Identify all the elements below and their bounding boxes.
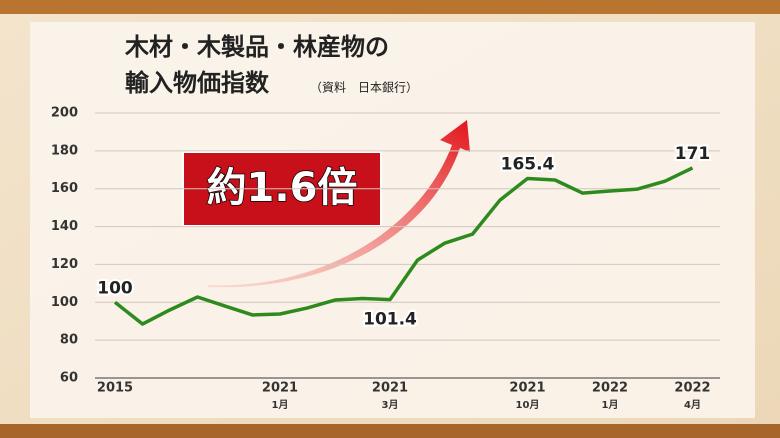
chart-title: 木材・木製品・林産物の	[124, 33, 389, 61]
annotation: 約1.6倍	[207, 165, 358, 211]
x-tick-label: 2021	[372, 381, 408, 396]
value-label: 165.4	[501, 154, 555, 174]
y-tick-label: 200	[51, 106, 78, 121]
panel	[30, 22, 755, 418]
value-label: 100	[97, 278, 133, 298]
plot: 60 80 100 120 140 160 180 200 2015 2021 1月 2021 3月 20…	[51, 106, 720, 411]
x-tick-label: 2022	[592, 381, 628, 396]
y-tick-label: 120	[51, 257, 78, 272]
value-label: 101.4	[363, 310, 417, 330]
x-tick-label: 2015	[97, 381, 133, 396]
y-tick-label: 60	[60, 371, 78, 386]
x-tick-sublabel: 3月	[382, 399, 399, 411]
x-tick-label: 2022	[674, 381, 710, 396]
x-tick-sublabel: 4月	[684, 399, 701, 411]
top-bar	[0, 0, 780, 14]
value-label: 171	[675, 144, 711, 164]
y-tick-label: 160	[51, 181, 78, 196]
y-tick-label: 80	[60, 333, 78, 348]
x-tick-label: 2021	[262, 381, 298, 396]
x-tick-sublabel: 1月	[272, 399, 289, 411]
y-tick-label: 140	[51, 219, 78, 234]
x-tick-sublabel: 1月	[602, 399, 619, 411]
bottom-bar	[0, 424, 780, 438]
series-line	[113, 166, 694, 326]
x-tick-label: 2021	[509, 381, 545, 396]
source: （資料 日本銀行）	[310, 81, 418, 95]
arrow	[208, 120, 470, 288]
x-tick-sublabel: 10月	[516, 399, 540, 411]
y-tick-label: 180	[51, 143, 78, 158]
chart-subtitle: 輸入物価指数	[125, 69, 270, 97]
y-tick-label: 100	[51, 295, 78, 310]
